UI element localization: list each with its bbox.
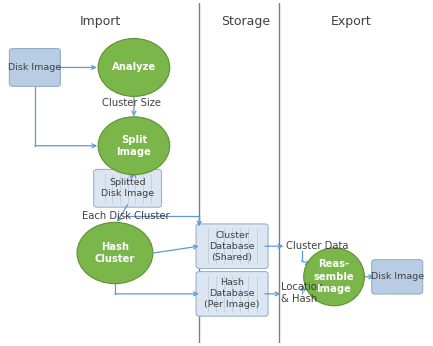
FancyBboxPatch shape [10, 48, 60, 86]
Text: Hash
Cluster: Hash Cluster [95, 242, 135, 264]
Text: Each Disk Cluster: Each Disk Cluster [82, 211, 169, 220]
Ellipse shape [98, 117, 170, 175]
FancyBboxPatch shape [94, 170, 162, 207]
Text: Storage: Storage [221, 15, 270, 28]
FancyBboxPatch shape [196, 224, 268, 268]
Text: Export: Export [330, 15, 371, 28]
Text: Reas-
semble
Image: Reas- semble Image [314, 260, 354, 294]
Text: Hash
Database
(Per Image): Hash Database (Per Image) [204, 278, 260, 309]
Ellipse shape [304, 248, 364, 306]
FancyBboxPatch shape [196, 272, 268, 316]
Text: Import: Import [80, 15, 121, 28]
Text: Disk Image: Disk Image [8, 63, 61, 72]
Text: Disk Image: Disk Image [371, 272, 424, 281]
Text: Cluster Data: Cluster Data [286, 241, 348, 251]
Text: Cluster
Database
(Shared): Cluster Database (Shared) [209, 230, 255, 262]
Ellipse shape [98, 38, 170, 97]
Text: Cluster Size: Cluster Size [102, 98, 162, 108]
Text: Location
& Hash: Location & Hash [281, 282, 323, 304]
FancyBboxPatch shape [372, 260, 423, 294]
Text: Splitted
Disk Image: Splitted Disk Image [101, 178, 154, 198]
Text: Split
Image: Split Image [116, 135, 152, 157]
Ellipse shape [77, 222, 153, 284]
Text: Analyze: Analyze [112, 63, 156, 72]
